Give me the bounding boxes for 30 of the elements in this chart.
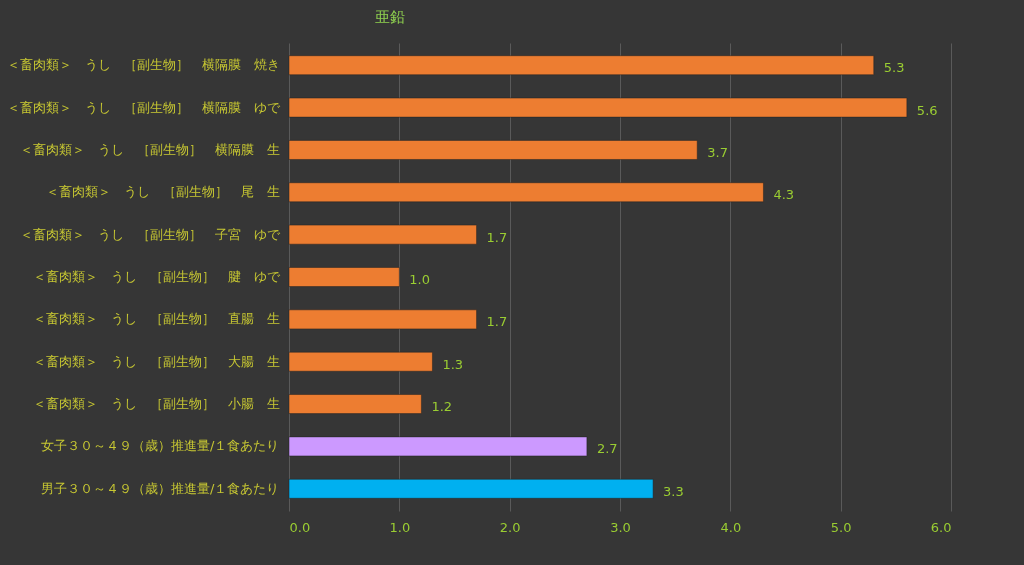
y-tick-label: ＜畜肉類＞ うし ［副生物］ 横隔膜 ゆで (6, 99, 281, 115)
data-label: 5.3 (883, 60, 905, 76)
y-tick-label: 男子３０～４９（歳）推進量/１食あたり (41, 480, 280, 496)
x-tick-label: 1.0 (389, 519, 411, 535)
data-label: 2.7 (596, 441, 618, 457)
x-tick-label: 5.0 (830, 519, 852, 535)
data-label: 1.2 (431, 399, 453, 415)
x-tick-label: 3.0 (610, 519, 631, 535)
data-label: 1.7 (486, 229, 508, 245)
x-tick-label: 6.0 (930, 519, 952, 535)
data-label: 1.3 (442, 356, 464, 372)
y-tick-label: ＜畜肉類＞ うし ［副生物］ 尾 生 (45, 184, 280, 200)
y-tick-label: ＜畜肉類＞ うし ［副生物］ 小腸 生 (32, 396, 280, 412)
y-tick-label: ＜畜肉類＞ うし ［副生物］ 横隔膜 生 (19, 141, 280, 157)
y-tick-label: 女子３０～４９（歳）推進量/１食あたり (41, 438, 280, 454)
y-tick-label: ＜畜肉類＞ うし ［副生物］ 直腸 生 (32, 311, 280, 327)
y-tick-label: ＜畜肉類＞ うし ［副生物］ 子宮 ゆで (19, 226, 281, 242)
data-label: 3.7 (707, 144, 728, 160)
x-tick-label: 2.0 (499, 519, 521, 535)
chart-title: 亜鉛 (375, 8, 405, 26)
y-tick-label: ＜畜肉類＞ うし ［副生物］ 大腸 生 (32, 353, 280, 369)
data-label: 1.0 (409, 272, 431, 287)
data-label: 5.6 (916, 102, 938, 118)
x-tick-label: 0.0 (289, 519, 311, 535)
data-label: 3.3 (663, 483, 684, 499)
data-label: 4.3 (773, 187, 795, 203)
y-tick-label: ＜畜肉類＞ うし ［副生物］ 横隔膜 焼き (6, 57, 280, 73)
data-label: 1.7 (486, 314, 508, 330)
y-tick-label: ＜畜肉類＞ うし ［副生物］ 腱 ゆで (32, 269, 281, 284)
x-tick-label: 4.0 (720, 519, 742, 535)
